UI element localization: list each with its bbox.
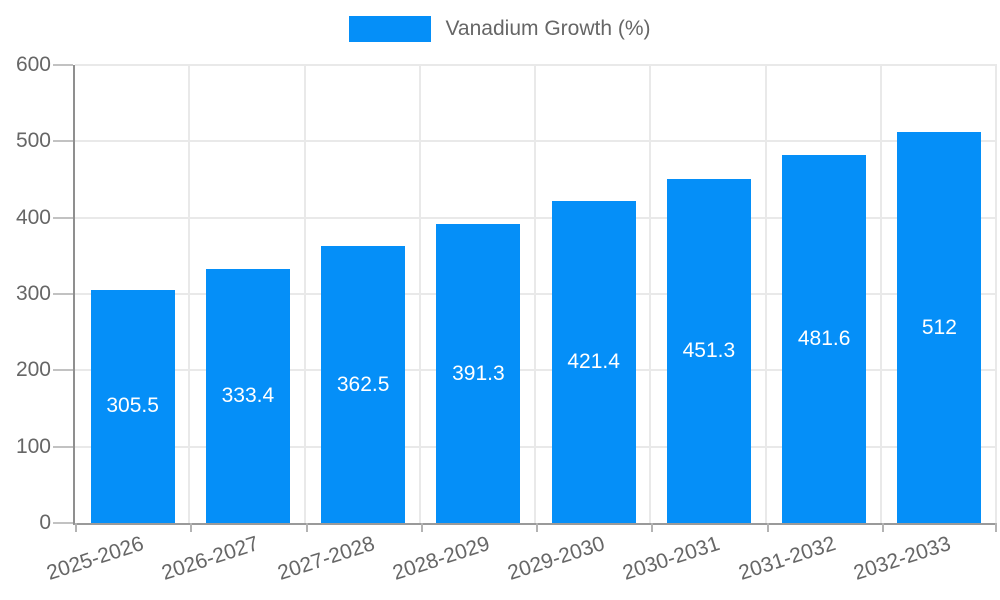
x-axis-tick-label-text: 2026-2027 [159, 532, 262, 585]
bar[interactable]: 362.5 [321, 246, 406, 523]
y-tick-mark [53, 293, 73, 295]
bar[interactable]: 391.3 [436, 224, 521, 523]
v-gridline [418, 65, 421, 523]
legend[interactable]: Vanadium Growth (%) [0, 16, 1000, 42]
h-gridline [75, 64, 997, 66]
y-axis-tick-label: 600 [15, 53, 51, 76]
v-gridline [649, 65, 652, 523]
h-gridline [75, 369, 997, 372]
v-gridline [995, 65, 997, 523]
x-tick-mark [651, 523, 654, 532]
y-tick-mark [53, 140, 73, 143]
h-gridline [75, 140, 997, 143]
y-axis-tick-label: 0 [39, 511, 51, 534]
x-axis-tick-label-text: 2029-2030 [505, 532, 608, 585]
y-tick-mark [53, 64, 73, 66]
bar[interactable]: 512 [897, 132, 982, 523]
y-tick-mark [53, 369, 73, 372]
x-tick-mark [995, 523, 997, 532]
h-gridline [75, 445, 997, 448]
x-tick-mark [420, 523, 423, 532]
y-tick-mark [53, 216, 73, 219]
x-tick-mark [190, 523, 193, 532]
x-axis-tick-label-text: 2027-2028 [274, 532, 378, 585]
bar-value-label: 391.3 [452, 361, 505, 385]
x-axis-tick-label-text: 2028-2029 [389, 532, 493, 585]
h-gridline [75, 216, 997, 219]
legend-marker-swatch [349, 16, 432, 42]
v-gridline [188, 65, 191, 523]
y-axis-tick-label: 400 [15, 205, 51, 229]
x-axis-tick-label-text: 2031-2032 [735, 532, 839, 585]
bar[interactable]: 333.4 [205, 268, 290, 523]
y-axis-tick-label: 300 [15, 282, 51, 305]
legend-series-label: Vanadium Growth (%) [445, 17, 651, 40]
y-axis-tick-label: 200 [15, 358, 51, 382]
x-tick-mark [881, 523, 884, 532]
x-axis-tick-label-text: 2030-2031 [620, 532, 723, 585]
x-axis-tick-label-text: 2025-2026 [44, 532, 147, 585]
y-tick-mark [53, 522, 73, 524]
x-tick-mark [75, 523, 77, 532]
bar[interactable]: 451.3 [666, 178, 751, 523]
bar-value-label: 362.5 [336, 372, 390, 396]
y-axis-tick-label: 100 [15, 434, 51, 458]
bar-value-label: 512 [921, 315, 957, 339]
v-gridline [534, 65, 536, 523]
y-axis-tick-label: 500 [15, 129, 51, 153]
x-axis-tick-label-text: 2032-2033 [850, 532, 954, 585]
h-gridline [75, 293, 997, 295]
bar-value-label: 333.4 [221, 383, 275, 407]
x-tick-mark [766, 523, 769, 532]
bar-value-label: 421.4 [567, 350, 620, 374]
x-tick-mark [536, 523, 538, 532]
bar-value-label: 305.5 [106, 394, 159, 418]
plot-area: 0 100 200 300 400 500 600 305.5 2025-2026 333.4 20… [16, 53, 997, 585]
bar[interactable]: 481.6 [782, 155, 867, 523]
v-gridline [879, 65, 882, 523]
y-tick-mark [53, 445, 73, 448]
bar[interactable]: 305.5 [90, 289, 175, 523]
v-gridline [764, 65, 767, 523]
bar-value-label: 451.3 [682, 338, 736, 362]
v-gridline [303, 65, 306, 523]
x-tick-mark [305, 523, 308, 532]
bar[interactable]: 421.4 [551, 201, 636, 523]
bar-value-label: 481.6 [797, 327, 851, 351]
